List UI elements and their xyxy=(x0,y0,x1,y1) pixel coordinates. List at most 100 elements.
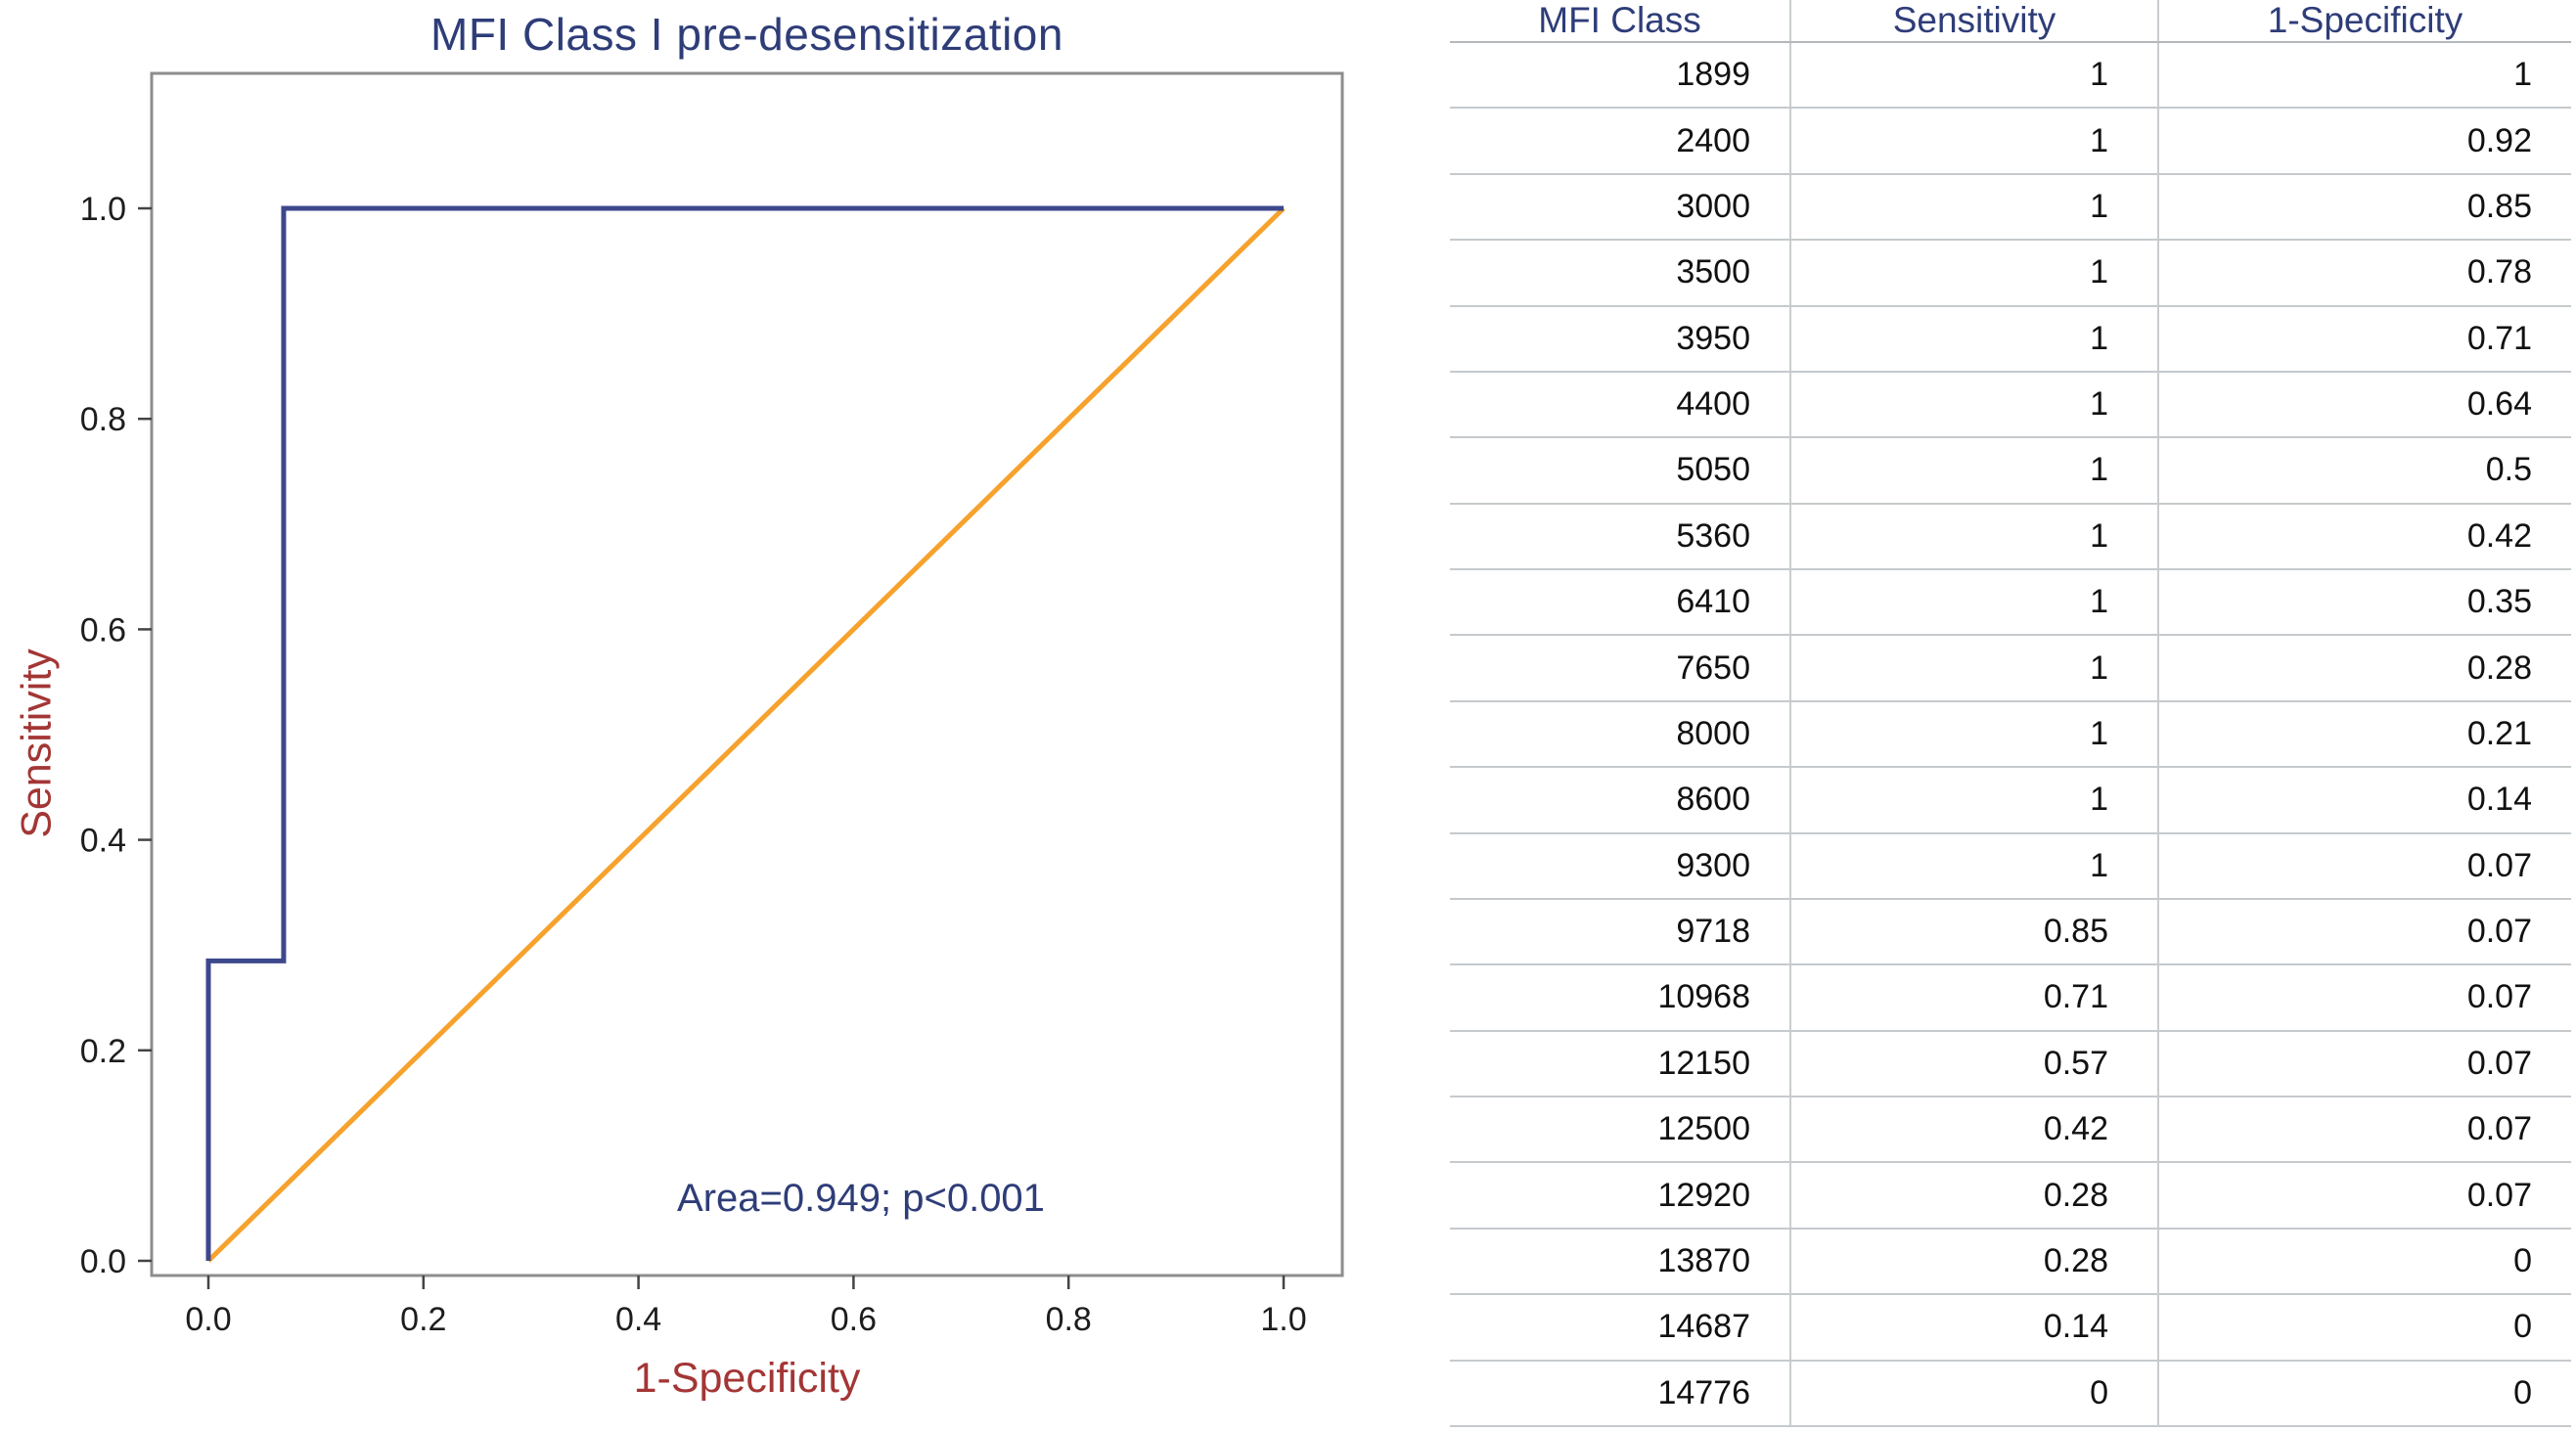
x-tick-label: 1.0 xyxy=(1260,1301,1306,1338)
table-row: 9718 0.85 0.07 xyxy=(1450,898,2571,966)
table-cell-sensitivity: 0.85 xyxy=(1789,898,2158,966)
table-cell-sensitivity: 1 xyxy=(1789,371,2158,439)
table-cell-one-minus-specificity: 0.35 xyxy=(2157,569,2571,637)
table-cell-sensitivity: 0 xyxy=(1789,1360,2158,1427)
table-cell-one-minus-specificity: 0 xyxy=(2157,1294,2571,1362)
table-cell-one-minus-specificity: 0.64 xyxy=(2157,371,2571,439)
y-tick-label: 0.8 xyxy=(80,401,126,438)
roc-data-table: MFI Class Sensitivity 1-Specificity 1899… xyxy=(1450,0,2571,1427)
table-row: 12150 0.57 0.07 xyxy=(1450,1030,2571,1098)
table-cell-one-minus-specificity: 0.14 xyxy=(2157,767,2571,834)
table-cell-mfi-class: 9718 xyxy=(1450,898,1790,966)
table-cell-mfi-class: 10968 xyxy=(1450,964,1790,1032)
y-tick-label: 0.4 xyxy=(80,823,126,860)
table-row: 12500 0.42 0.07 xyxy=(1450,1096,2571,1164)
x-tick-label: 0.0 xyxy=(185,1301,231,1338)
table-row: 3000 1 0.85 xyxy=(1450,173,2571,242)
y-tick-label: 0.0 xyxy=(80,1243,126,1280)
table-cell-one-minus-specificity: 0.07 xyxy=(2157,898,2571,966)
table-cell-one-minus-specificity: 0.07 xyxy=(2157,1096,2571,1164)
table-cell-mfi-class: 5360 xyxy=(1450,503,1790,571)
table-cell-mfi-class: 4400 xyxy=(1450,371,1790,439)
table-header-row: MFI Class Sensitivity 1-Specificity xyxy=(1450,0,2571,43)
x-tick-label: 0.2 xyxy=(400,1301,446,1338)
table-cell-sensitivity: 1 xyxy=(1789,173,2158,242)
table-row: 10968 0.71 0.07 xyxy=(1450,964,2571,1032)
table-row: 14776 0 0 xyxy=(1450,1360,2571,1427)
table-row: 8600 1 0.14 xyxy=(1450,767,2571,834)
table-row: 14687 0.14 0 xyxy=(1450,1294,2571,1362)
table-cell-mfi-class: 14776 xyxy=(1450,1360,1790,1427)
table-cell-sensitivity: 1 xyxy=(1789,832,2158,900)
table-cell-one-minus-specificity: 0.78 xyxy=(2157,240,2571,307)
table-cell-sensitivity: 0.71 xyxy=(1789,964,2158,1032)
table-cell-mfi-class: 13870 xyxy=(1450,1228,1790,1296)
table-cell-mfi-class: 14687 xyxy=(1450,1294,1790,1362)
table-cell-sensitivity: 0.57 xyxy=(1789,1030,2158,1098)
table-row: 7650 1 0.28 xyxy=(1450,635,2571,702)
table-cell-sensitivity: 0.42 xyxy=(1789,1096,2158,1164)
table-cell-sensitivity: 1 xyxy=(1789,240,2158,307)
table-cell-sensitivity: 1 xyxy=(1789,108,2158,175)
roc-data-table-panel: MFI Class Sensitivity 1-Specificity 1899… xyxy=(1450,0,2571,1427)
table-cell-one-minus-specificity: 0.28 xyxy=(2157,635,2571,702)
table-cell-one-minus-specificity: 0 xyxy=(2157,1360,2571,1427)
table-cell-sensitivity: 1 xyxy=(1789,700,2158,769)
table-cell-sensitivity: 1 xyxy=(1789,42,2158,110)
table-cell-mfi-class: 6410 xyxy=(1450,569,1790,637)
x-tick-label: 0.8 xyxy=(1046,1301,1092,1338)
table-cell-one-minus-specificity: 0.85 xyxy=(2157,173,2571,242)
table-cell-sensitivity: 0.28 xyxy=(1789,1228,2158,1296)
table-row: 4400 1 0.64 xyxy=(1450,371,2571,439)
table-cell-sensitivity: 1 xyxy=(1789,767,2158,834)
plot-frame xyxy=(150,71,1344,1277)
table-cell-one-minus-specificity: 0.07 xyxy=(2157,1162,2571,1230)
table-row: 9300 1 0.07 xyxy=(1450,832,2571,900)
table-row: 5050 1 0.5 xyxy=(1450,437,2571,505)
table-row: 5360 1 0.42 xyxy=(1450,503,2571,571)
y-axis-title: Sensitivity xyxy=(13,649,61,838)
table-cell-mfi-class: 1899 xyxy=(1450,42,1790,110)
table-cell-sensitivity: 0.14 xyxy=(1789,1294,2158,1362)
auc-annotation: Area=0.949; p<0.001 xyxy=(677,1177,1045,1220)
table-cell-one-minus-specificity: 0.5 xyxy=(2157,437,2571,505)
roc-chart-panel: MFI Class I pre-desensitization 0.0 0.2 0.… xyxy=(13,9,1344,1402)
y-tick-label: 0.6 xyxy=(80,611,126,649)
table-row: 2400 1 0.92 xyxy=(1450,108,2571,175)
x-tick-label: 0.6 xyxy=(831,1301,877,1338)
table-cell-mfi-class: 12500 xyxy=(1450,1096,1790,1164)
col-header-one-minus-specificity: 1-Specificity xyxy=(2157,0,2571,43)
table-cell-sensitivity: 1 xyxy=(1789,569,2158,637)
table-row: 8000 1 0.21 xyxy=(1450,700,2571,769)
table-cell-sensitivity: 0.28 xyxy=(1789,1162,2158,1230)
table-cell-mfi-class: 7650 xyxy=(1450,635,1790,702)
table-cell-mfi-class: 2400 xyxy=(1450,108,1790,175)
table-cell-mfi-class: 8000 xyxy=(1450,700,1790,769)
roc-curve-line xyxy=(205,205,1284,1261)
y-tick-label: 0.2 xyxy=(80,1033,126,1070)
col-header-sensitivity: Sensitivity xyxy=(1789,0,2158,43)
chart-title: MFI Class I pre-desensitization xyxy=(430,9,1063,60)
table-cell-one-minus-specificity: 0.42 xyxy=(2157,503,2571,571)
table-cell-one-minus-specificity: 0.21 xyxy=(2157,700,2571,769)
x-axis-title: 1-Specificity xyxy=(633,1355,861,1402)
table-cell-mfi-class: 3950 xyxy=(1450,305,1790,373)
y-tick-label: 1.0 xyxy=(80,191,126,228)
table-row: 13870 0.28 0 xyxy=(1450,1228,2571,1296)
table-cell-one-minus-specificity: 0.71 xyxy=(2157,305,2571,373)
table-cell-mfi-class: 3000 xyxy=(1450,173,1790,242)
table-row: 3950 1 0.71 xyxy=(1450,305,2571,373)
table-cell-one-minus-specificity: 0.07 xyxy=(2157,1030,2571,1098)
table-cell-one-minus-specificity: 0 xyxy=(2157,1228,2571,1296)
table-cell-one-minus-specificity: 0.92 xyxy=(2157,108,2571,175)
table-body: 1899 1 1 2400 1 0.92 3000 1 0.85 3500 1 0.78 3950 1 0.… xyxy=(1450,42,2571,1427)
table-row: 3500 1 0.78 xyxy=(1450,240,2571,307)
reference-diagonal-line xyxy=(206,206,1286,1263)
table-row: 6410 1 0.35 xyxy=(1450,569,2571,637)
roc-plot: 0.0 0.2 0.4 0.6 0.8 1.0 0.0 0.2 0.4 0.6 0.8 1.0 xyxy=(80,71,1344,1338)
x-tick-label: 0.4 xyxy=(615,1301,661,1338)
table-cell-sensitivity: 1 xyxy=(1789,503,2158,571)
table-cell-mfi-class: 12920 xyxy=(1450,1162,1790,1230)
table-row: 12920 0.28 0.07 xyxy=(1450,1162,2571,1230)
table-cell-mfi-class: 3500 xyxy=(1450,240,1790,307)
